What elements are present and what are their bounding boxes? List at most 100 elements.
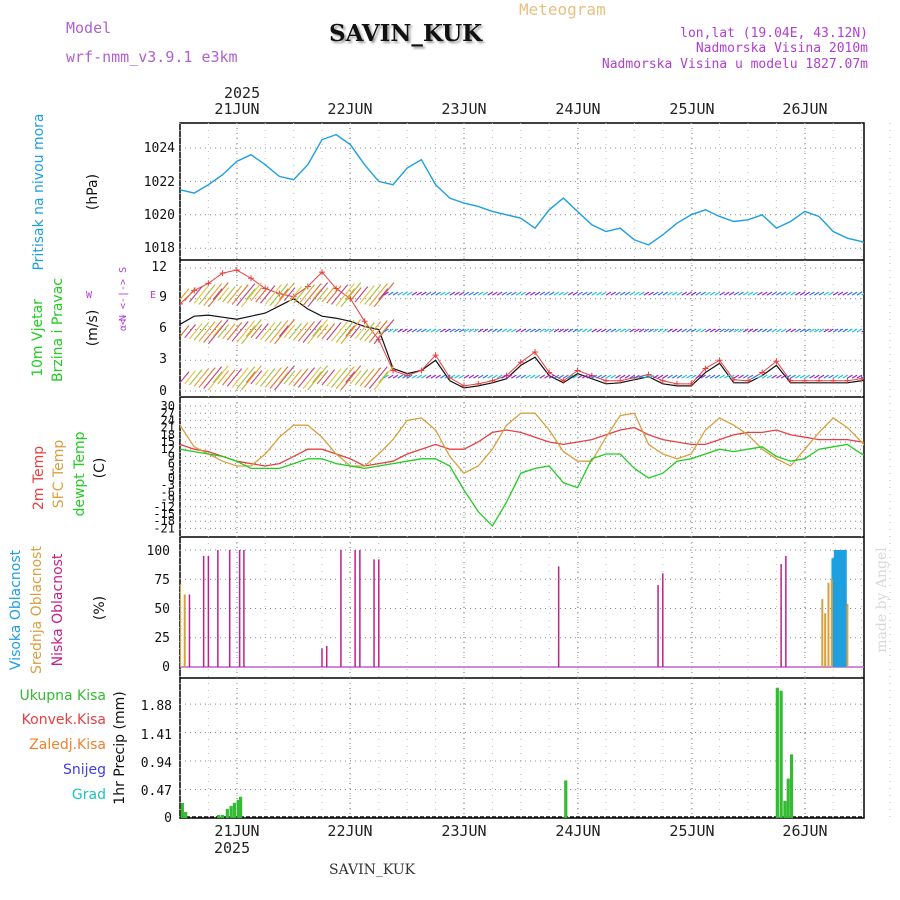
pressure-tick: 1024 xyxy=(144,141,175,156)
wind-vector xyxy=(440,374,446,379)
wind-vector xyxy=(349,324,362,339)
pressure-line xyxy=(180,133,864,246)
wind-vector xyxy=(790,291,796,296)
wind-vector xyxy=(449,328,456,333)
gust-marker xyxy=(389,367,396,374)
wind-vector xyxy=(785,328,792,333)
gust-marker xyxy=(815,377,822,384)
wind-vector xyxy=(378,371,389,383)
temp-tick: -9 xyxy=(161,493,175,507)
wind-vector xyxy=(813,374,820,379)
wind-vector xyxy=(771,374,777,379)
temp-tick: -6 xyxy=(161,485,175,499)
wind-vector xyxy=(615,374,621,379)
wind-vector xyxy=(705,291,711,296)
wind-vector xyxy=(596,291,602,296)
wind-speed-line xyxy=(180,298,864,389)
wind-vector xyxy=(241,282,262,308)
gust-marker xyxy=(418,367,425,374)
wind-vector xyxy=(577,291,583,296)
wind-vector xyxy=(638,328,645,333)
wind-vector xyxy=(866,329,871,332)
wind-vector xyxy=(321,323,336,340)
legend-ukupna: Ukupna Kisa xyxy=(19,688,106,704)
precip-tick: 0.94 xyxy=(141,756,172,771)
low-cloud-bar xyxy=(188,594,191,667)
wind-vector xyxy=(425,291,432,296)
wind-vector xyxy=(676,374,683,379)
wind-vector xyxy=(331,284,349,305)
pressure-tick: 1018 xyxy=(144,241,175,256)
wind-vector xyxy=(283,324,296,339)
wind-vector xyxy=(302,366,322,389)
wind-vector xyxy=(444,374,451,379)
cloud-title-3: Niska Oblacnost xyxy=(50,553,66,666)
wind-vector xyxy=(539,374,546,379)
wind-vector xyxy=(610,291,617,296)
total-precip-bar xyxy=(236,799,240,818)
wind-vector xyxy=(895,292,900,295)
wind-vector xyxy=(180,325,190,337)
wind-vector xyxy=(458,374,465,379)
wind-vector xyxy=(785,291,792,296)
wind-vector xyxy=(582,291,588,296)
wind-vector xyxy=(193,368,210,387)
wind-vector xyxy=(809,328,815,333)
wind-vector xyxy=(274,365,295,391)
wind-vector xyxy=(473,291,479,296)
wind-vector xyxy=(184,370,196,385)
temp-tick: 30 xyxy=(161,399,175,413)
wind-vector xyxy=(293,368,309,387)
wind-vector xyxy=(638,291,645,296)
wind-vector xyxy=(297,367,315,388)
wind-vector xyxy=(189,369,203,386)
wind-vector xyxy=(766,291,773,296)
temp-tick: 21 xyxy=(161,421,175,435)
wind-vector xyxy=(387,328,394,333)
wind-vector xyxy=(260,368,276,387)
wind-vector xyxy=(733,291,740,296)
wind-vector xyxy=(534,328,541,333)
wind-vector xyxy=(895,375,900,378)
wind-vector xyxy=(402,328,408,333)
wind-vector xyxy=(828,374,834,379)
wind-vector xyxy=(605,374,612,379)
wind-vector xyxy=(634,374,640,379)
mid-cloud-bar xyxy=(846,603,849,667)
wind-vector xyxy=(203,320,223,343)
wind-vector xyxy=(458,291,465,296)
wind-vector xyxy=(709,291,716,296)
wind-vector xyxy=(321,286,336,303)
gust-marker xyxy=(617,377,624,384)
wind-vector xyxy=(359,368,375,387)
wind-vector xyxy=(624,328,631,333)
wind-vector xyxy=(851,374,858,379)
wind-vector xyxy=(515,328,522,333)
wind-vector xyxy=(435,328,441,333)
wind-vector xyxy=(813,328,820,333)
wind-vector xyxy=(544,291,550,296)
wind-vector xyxy=(525,374,531,379)
wind-vector xyxy=(496,374,503,379)
wind-vector xyxy=(881,292,886,295)
wind-vector xyxy=(733,328,740,333)
wind-vector xyxy=(473,328,479,333)
wind-vector xyxy=(804,328,811,333)
wind-vector xyxy=(681,291,688,296)
compass-w: W xyxy=(86,290,93,301)
wind-vector xyxy=(430,328,437,333)
wind-vector xyxy=(577,328,583,333)
wind-vector xyxy=(331,321,349,342)
wind-vector xyxy=(662,328,669,333)
gust-marker xyxy=(887,362,893,368)
gust-marker xyxy=(531,349,538,356)
wind-vector xyxy=(539,291,546,296)
wind-vector xyxy=(785,374,792,379)
wind-vector xyxy=(890,292,895,295)
wind-vector xyxy=(288,369,302,386)
wind-title-1: 10m Vjetar xyxy=(30,299,46,377)
wind-vector xyxy=(871,292,876,295)
gust-marker xyxy=(361,318,368,325)
